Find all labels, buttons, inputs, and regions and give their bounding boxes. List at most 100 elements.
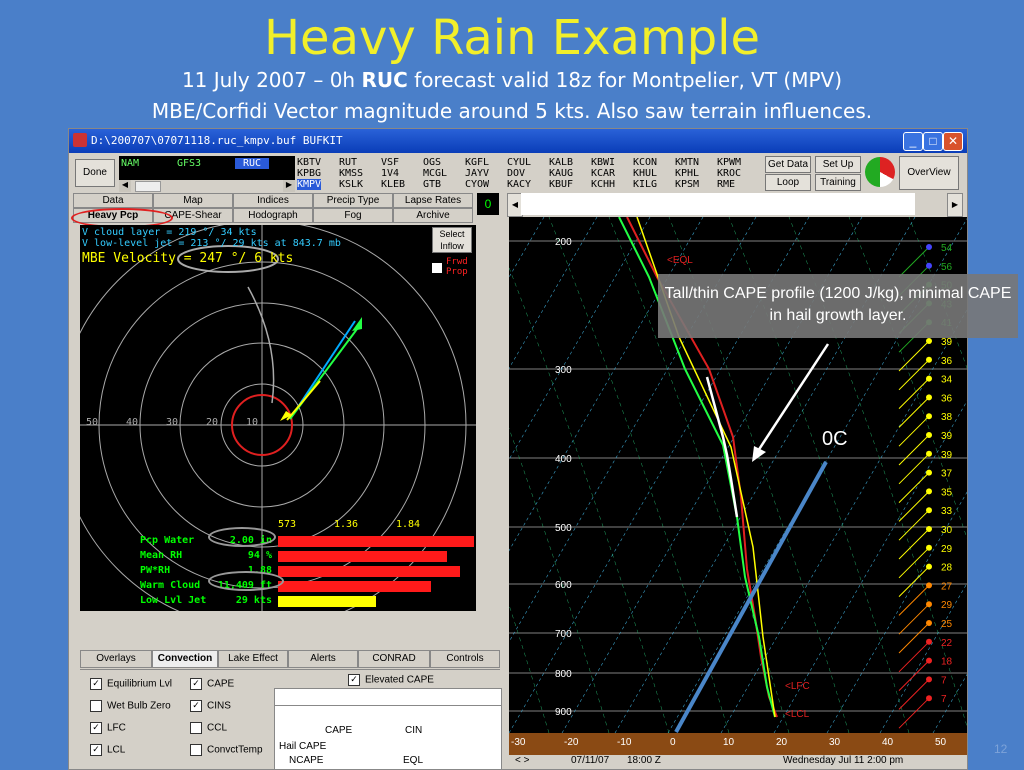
model-gfs3[interactable]: GFS3 <box>177 158 202 169</box>
station-cyow[interactable]: CYOW <box>465 179 490 190</box>
wind-speed-label: 28 <box>941 563 953 574</box>
station-kcar[interactable]: KCAR <box>591 168 616 179</box>
wind-dot <box>926 338 932 344</box>
station-kacy[interactable]: KACY <box>507 179 532 190</box>
station-kleb[interactable]: KLEB <box>381 179 406 190</box>
stat-label: Low Lvl Jet <box>140 595 207 606</box>
get-data-button[interactable]: Get Data <box>765 156 811 173</box>
station-rme[interactable]: RME <box>717 179 736 190</box>
station-kphl[interactable]: KPHL <box>675 168 700 179</box>
station-cyul[interactable]: CYUL <box>507 157 532 168</box>
scroll-right-button[interactable]: ▶ <box>947 193 963 217</box>
done-button[interactable]: Done <box>75 159 115 187</box>
wind-dot <box>926 507 932 514</box>
station-1v4[interactable]: 1V4 <box>381 168 400 179</box>
wind-barb <box>898 528 930 560</box>
tab-precip-type[interactable]: Precip Type <box>313 193 393 208</box>
tab-hodograph[interactable]: Hodograph <box>233 208 313 223</box>
ring-label: 10 <box>246 417 259 428</box>
app-icon <box>73 133 87 147</box>
eql-label: EQL <box>403 755 424 766</box>
checkbox-ccl[interactable]: CCL <box>190 722 227 734</box>
wind-speed-label: 37 <box>941 469 953 480</box>
checkbox-lcl[interactable]: ✓ LCL <box>90 744 125 756</box>
stat-bar <box>278 566 461 577</box>
wind-barb <box>898 660 930 691</box>
wind-dot <box>926 375 932 382</box>
station-khul[interactable]: KHUL <box>633 168 658 179</box>
station-jayv[interactable]: JAYV <box>465 168 490 179</box>
wind-barb <box>898 397 930 428</box>
station-kpbg[interactable]: KPBG <box>297 168 322 179</box>
stat-value: 29 kts <box>235 595 272 606</box>
frwd-prop-checkbox[interactable] <box>432 263 442 273</box>
station-vsf[interactable]: VSF <box>381 157 400 168</box>
tab-fog[interactable]: Fog <box>313 208 393 223</box>
model-ruc[interactable]: RUC <box>235 158 270 169</box>
station-kpwm[interactable]: KPWM <box>717 157 742 168</box>
station-kilg[interactable]: KILG <box>633 179 658 190</box>
station-kaug[interactable]: KAUG <box>549 168 574 179</box>
lower-tab-alerts[interactable]: Alerts <box>288 650 358 668</box>
set-up-button[interactable]: Set Up <box>815 156 861 173</box>
station-rut[interactable]: RUT <box>339 157 358 168</box>
lower-tab-lake-effect[interactable]: Lake Effect <box>218 650 288 668</box>
wind-speed-label: 22 <box>941 638 953 649</box>
station-dov[interactable]: DOV <box>507 168 526 179</box>
wind-barb <box>898 679 930 710</box>
station-kmpv[interactable]: KMPV <box>297 179 322 190</box>
station-kbtv[interactable]: KBTV <box>297 157 322 168</box>
elevated-cape-checkbox[interactable]: ✓ Elevated CAPE <box>348 674 434 686</box>
station-kchh[interactable]: KCHH <box>591 179 616 190</box>
lower-tab-controls[interactable]: Controls <box>430 650 500 668</box>
lower-tab-overlays[interactable]: Overlays <box>80 650 152 668</box>
training-button[interactable]: Training <box>815 174 861 191</box>
station-kmtn[interactable]: KMTN <box>675 157 700 168</box>
tab-indices[interactable]: Indices <box>233 193 313 208</box>
wind-speed-label: 33 <box>941 506 953 517</box>
loop-button[interactable]: Loop <box>765 174 811 191</box>
minimize-button[interactable]: _ <box>903 132 923 151</box>
cloud-layer-wind: V cloud layer = 219 °/ 34 kts <box>82 227 257 238</box>
station-mcgl[interactable]: MCGL <box>423 168 448 179</box>
pressure-label: 300 <box>555 365 572 376</box>
select-inflow-button[interactable]: Select Inflow <box>432 227 472 253</box>
status-prev-button[interactable]: < > <box>515 755 530 766</box>
station-kbuf[interactable]: KBUF <box>549 179 574 190</box>
station-kcon[interactable]: KCON <box>633 157 658 168</box>
timeline-scrollbar[interactable] <box>521 193 915 215</box>
model-scrollbar[interactable]: ◀ ▶ <box>119 180 295 192</box>
checkbox-convcttemp[interactable]: ConvctTemp <box>190 744 263 756</box>
wind-speed-label: 18 <box>941 657 953 668</box>
checkbox-wet-bulb-zero[interactable]: Wet Bulb Zero <box>90 700 171 712</box>
adiabat <box>548 217 730 733</box>
maximize-button[interactable]: □ <box>923 132 943 151</box>
overview-button[interactable]: OverView <box>899 156 959 190</box>
model-nam[interactable]: NAM <box>121 158 140 169</box>
checkbox-cins[interactable]: ✓ CINS <box>190 700 231 712</box>
station-kmss[interactable]: KMSS <box>339 168 364 179</box>
close-button[interactable]: ✕ <box>943 132 963 151</box>
slide-subtitle-line1: 11 July 2007 – 0h RUC forecast valid 18z… <box>181 68 843 92</box>
model-list[interactable]: NAM GFS3 RUC ◀ ▶ <box>119 156 295 192</box>
tab-data[interactable]: Data <box>73 193 153 208</box>
checkbox-lfc[interactable]: ✓ LFC <box>90 722 126 734</box>
station-list[interactable]: KBTV KPBG KMPV RUT KMSS KSLK VSF 1V4 KLEB OGS MCGL… <box>295 156 765 192</box>
station-kbwi[interactable]: KBWI <box>591 157 616 168</box>
tab-map[interactable]: Map <box>153 193 233 208</box>
tab-lapse-rates[interactable]: Lapse Rates <box>393 193 473 208</box>
station-ogs[interactable]: OGS <box>423 157 442 168</box>
station-kalb[interactable]: KALB <box>549 157 574 168</box>
wind-dot <box>926 544 932 551</box>
checkbox-equilibrium-lvl[interactable]: ✓ Equilibrium Lvl <box>90 678 172 690</box>
station-kroc[interactable]: KROC <box>717 168 742 179</box>
station-kpsm[interactable]: KPSM <box>675 179 700 190</box>
lower-tab-convection[interactable]: Convection <box>152 650 218 668</box>
tab-archive[interactable]: Archive <box>393 208 473 223</box>
lower-tab-conrad[interactable]: CONRAD <box>358 650 430 668</box>
checkbox-cape[interactable]: ✓ CAPE <box>190 678 234 690</box>
station-kslk[interactable]: KSLK <box>339 179 364 190</box>
station-kgfl[interactable]: KGFL <box>465 157 490 168</box>
station-gtb[interactable]: GTB <box>423 179 442 190</box>
stat-value: 1.88 <box>247 565 272 576</box>
